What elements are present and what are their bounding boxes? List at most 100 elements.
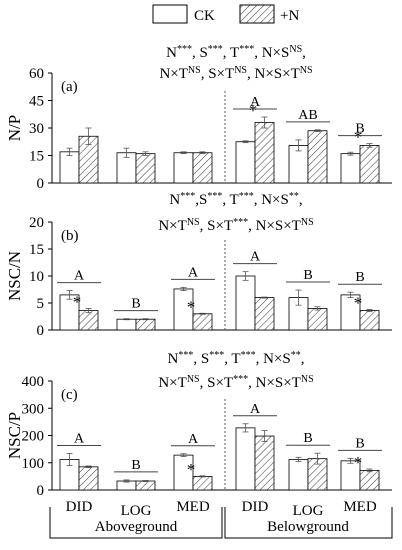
stats-superscript: *** <box>180 191 195 202</box>
bar-n <box>78 310 99 331</box>
group-letter: A <box>74 431 85 446</box>
stats-superscript: NS <box>234 65 247 76</box>
y-tick-label: 10 <box>29 269 44 285</box>
legend-item-ck: CK <box>152 4 215 24</box>
y-tick-label: 5 <box>37 296 45 312</box>
group-bracket-aboveground <box>49 507 223 539</box>
group-letter: AB <box>298 108 317 123</box>
stats-term: , S×T <box>200 218 233 234</box>
bar-n <box>192 152 213 184</box>
stats-annotation-line: N×TNS, S×T***, N×S×TNS <box>158 374 313 392</box>
group-letter: B <box>303 268 312 283</box>
bar-ck <box>59 151 80 184</box>
stats-superscript: NS <box>289 44 302 55</box>
y-tick-label: 400 <box>22 374 45 390</box>
bar-ck <box>235 275 256 331</box>
stats-superscript: NS <box>300 65 313 76</box>
panel-label: (a) <box>61 79 78 95</box>
y-tick-label: 30 <box>29 121 44 137</box>
stats-superscript: *** <box>207 191 222 202</box>
bar-n <box>307 130 328 184</box>
stats-term: , N×S <box>256 351 291 367</box>
x-tick-label: LOG <box>293 503 324 519</box>
stats-annotation-line: N***, S***, T***, N×SNS, <box>166 44 306 62</box>
group-letter: B <box>355 436 364 451</box>
stats-term: , N×S <box>254 192 289 208</box>
stats-superscript: NS <box>301 217 314 228</box>
y-tick-label: 45 <box>29 94 44 110</box>
stats-term: , N×S <box>254 45 289 61</box>
stats-term: , T <box>222 192 238 208</box>
significance-star: * <box>354 293 363 312</box>
y-axis-label: NSC/P <box>5 412 24 459</box>
stats-term: , S×T <box>201 66 234 82</box>
bar-ck <box>288 459 309 491</box>
bar-n <box>254 297 275 331</box>
x-tick-label: DID <box>66 499 93 515</box>
bar-ck <box>235 427 256 491</box>
stats-term: N×T <box>159 66 187 82</box>
stats-annotation-line: N***, S***, T***, N×S**, <box>168 350 305 368</box>
bar-ck <box>173 152 194 184</box>
bar-n <box>78 466 99 491</box>
panel-label: (b) <box>61 228 79 244</box>
x-tick-label: LOG <box>121 503 152 519</box>
stats-term: , <box>302 45 306 61</box>
bar-n <box>135 480 156 491</box>
stats-superscript: *** <box>177 44 192 55</box>
stats-term: , S <box>193 351 209 367</box>
stats-superscript: NS <box>187 217 200 228</box>
bar-ck <box>235 141 256 184</box>
stats-superscript: *** <box>209 350 224 361</box>
y-tick-label: 60 <box>29 66 44 82</box>
y-tick-label: 0 <box>37 483 45 499</box>
group-letter: A <box>188 432 199 447</box>
bar-ck <box>340 153 361 184</box>
stats-term: , N×S×T <box>247 66 300 82</box>
stats-term: , <box>301 351 305 367</box>
x-tick-label: DID <box>242 499 269 515</box>
stats-superscript: *** <box>239 191 254 202</box>
stats-term: N <box>166 45 177 61</box>
stats-term: , <box>299 192 303 208</box>
y-tick-label: 100 <box>22 456 45 472</box>
bar-n <box>192 313 213 331</box>
bar-n <box>135 153 156 184</box>
group-letter: B <box>131 458 140 473</box>
significance-star: * <box>73 292 82 311</box>
stats-annotation-line: N×TNS, S×TNS, N×S×TNS <box>159 65 312 83</box>
group-brackets <box>49 507 393 539</box>
y-tick-label: 15 <box>29 149 44 165</box>
stats-superscript: *** <box>241 350 256 361</box>
legend-item-n: +N <box>239 4 299 24</box>
stats-term: N×T <box>158 375 186 391</box>
stats-term: , S×T <box>200 375 233 391</box>
y-axis-label: NSC/N <box>5 251 24 301</box>
legend: CK +N <box>152 4 299 24</box>
x-tick-label: MED <box>343 499 377 515</box>
significance-star: * <box>354 128 363 147</box>
stats-superscript: NS <box>187 374 200 385</box>
stats-term: N <box>169 192 180 208</box>
group-label-aboveground: Aboveground <box>95 519 178 535</box>
y-tick-label: 0 <box>37 323 45 339</box>
stats-superscript: *** <box>233 217 248 228</box>
stats-term: , T <box>223 45 239 61</box>
bar-ck <box>116 318 137 331</box>
legend-swatch-ck <box>152 4 188 24</box>
y-tick-label: 20 <box>29 215 44 231</box>
group-label-belowground: Belowground <box>267 519 349 535</box>
bar-n <box>359 310 380 331</box>
y-tick-label: 200 <box>22 429 45 445</box>
group-letter: A <box>74 269 85 284</box>
stats-term: N <box>168 351 179 367</box>
group-letter: A <box>250 250 261 265</box>
group-letter: B <box>303 431 312 446</box>
stats-superscript: *** <box>178 350 193 361</box>
group-bracket-belowground <box>224 507 393 539</box>
group-letter: B <box>131 297 140 312</box>
bar-n <box>359 469 380 491</box>
